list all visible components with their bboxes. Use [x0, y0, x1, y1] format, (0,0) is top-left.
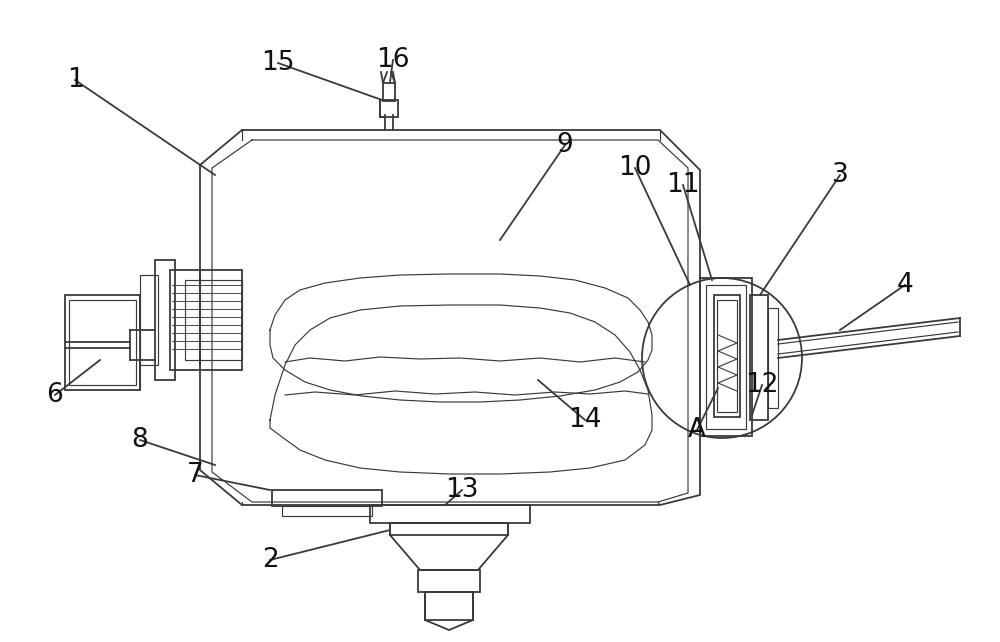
- Bar: [155, 260, 175, 380]
- Bar: [380, 100, 398, 117]
- Text: 11: 11: [666, 172, 700, 198]
- Text: A: A: [688, 417, 706, 443]
- Text: 7: 7: [187, 462, 203, 488]
- Text: 6: 6: [47, 382, 63, 408]
- Bar: [170, 270, 242, 370]
- Text: 10: 10: [618, 155, 652, 181]
- Bar: [69, 300, 136, 385]
- Bar: [272, 490, 382, 506]
- Bar: [282, 506, 372, 516]
- Text: 16: 16: [376, 47, 410, 73]
- Bar: [418, 570, 480, 592]
- Bar: [717, 300, 737, 412]
- Text: 4: 4: [897, 272, 913, 298]
- Bar: [768, 308, 778, 408]
- Text: 13: 13: [445, 477, 479, 503]
- Bar: [383, 83, 395, 101]
- Text: 1: 1: [67, 67, 83, 93]
- Bar: [750, 295, 768, 420]
- Bar: [370, 505, 530, 523]
- Text: 2: 2: [262, 547, 278, 573]
- Text: 9: 9: [557, 132, 573, 158]
- Bar: [185, 280, 242, 360]
- Text: 12: 12: [745, 372, 779, 398]
- Bar: [65, 295, 140, 390]
- Bar: [140, 275, 158, 365]
- Bar: [425, 592, 473, 620]
- Text: 14: 14: [568, 407, 602, 433]
- Text: 3: 3: [832, 162, 848, 188]
- Bar: [706, 285, 746, 429]
- Bar: [390, 523, 508, 535]
- Text: 8: 8: [132, 427, 148, 453]
- Text: 15: 15: [261, 50, 295, 76]
- Bar: [714, 295, 740, 417]
- Bar: [700, 278, 752, 436]
